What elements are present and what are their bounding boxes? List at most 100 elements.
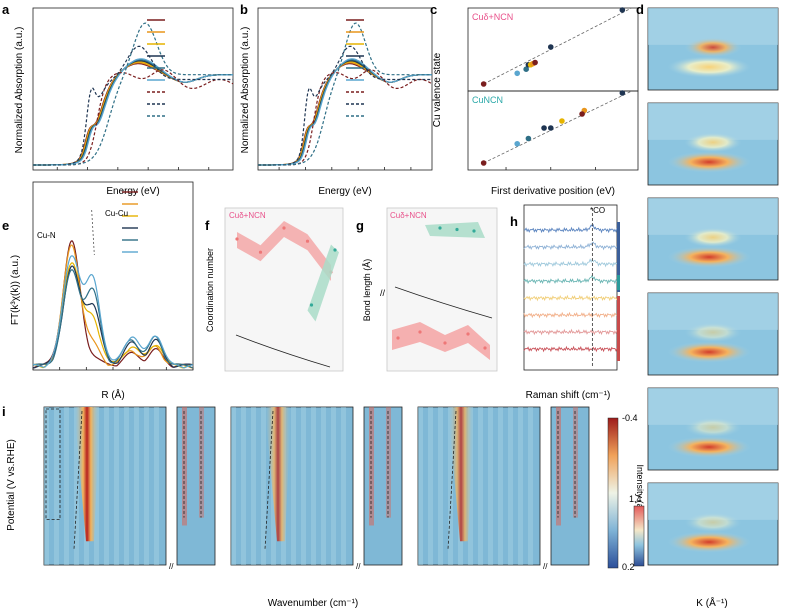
- ir-map: //: [417, 406, 590, 571]
- data-point: [282, 226, 286, 230]
- ylabel-c: Cu valence state: [432, 52, 443, 127]
- panel-b: b Normalized Absorption (a.u.) Energy (e…: [240, 2, 433, 197]
- band: [311, 407, 316, 565]
- cucu-spot: [684, 322, 742, 343]
- spectrum-line: [523, 311, 618, 319]
- bondlength-plot-g: //: [380, 222, 493, 360]
- xticks-b: [278, 167, 412, 170]
- xlabel-b: Energy (eV): [318, 186, 371, 197]
- cn-box: [45, 408, 61, 520]
- colorbar-max-d: 1.4: [629, 494, 642, 504]
- data-point: [466, 332, 470, 336]
- series-line: [258, 58, 432, 166]
- exafs-curves-e: [32, 209, 194, 369]
- series-line: [33, 58, 233, 166]
- series-line: [33, 59, 233, 166]
- cun-spot: [667, 436, 751, 458]
- panel-i: i Potential (V vs.RHE) Wavenumber (cm⁻¹)…: [2, 404, 645, 609]
- band: [64, 407, 69, 565]
- xlabel-h: Raman shift (cm⁻¹): [526, 390, 611, 401]
- panel-d: d K (Å⁻¹): [636, 2, 779, 609]
- panel-c: c Cu valence state First derivative posi…: [430, 2, 639, 197]
- scale-bar: [617, 222, 620, 292]
- series-line: [258, 62, 432, 166]
- data-point: [333, 248, 337, 252]
- coordination-plot-f: [235, 221, 339, 368]
- panel-g: g Bond length (Å) Cuδ+NCN //: [356, 207, 498, 372]
- co-ridge: [448, 407, 474, 542]
- axis-break: //: [543, 562, 548, 571]
- data-point: [305, 239, 310, 243]
- band: [134, 407, 139, 565]
- co-ridge: [74, 407, 100, 542]
- data-point: [532, 59, 538, 66]
- band: [518, 407, 523, 565]
- data-point: [547, 125, 554, 131]
- band-ocoo: [182, 407, 187, 526]
- wavelet-map: [647, 387, 779, 471]
- spectrum-line: [523, 274, 618, 285]
- ir-maps-i: // // //: [43, 406, 590, 571]
- band: [241, 407, 246, 565]
- cucu-spot: [684, 512, 742, 533]
- panel-a: a Normalized Absorption (a.u.) Energy (e…: [2, 2, 234, 197]
- series-line: [33, 62, 233, 166]
- series-line: [32, 255, 194, 369]
- ir-map: //: [230, 406, 403, 571]
- band: [251, 407, 256, 565]
- wavelet-map: [647, 197, 779, 281]
- ylabel-a: Normalized Absorption (a.u.): [14, 27, 25, 154]
- band: [94, 407, 99, 565]
- data-point: [396, 336, 400, 340]
- band-cooh: [573, 407, 578, 518]
- data-point: [309, 303, 314, 307]
- wavelet-map: [647, 292, 779, 376]
- data-point: [547, 44, 554, 50]
- xanes-curves-b: [258, 22, 433, 166]
- data-point: [480, 160, 487, 166]
- series-line: [33, 62, 233, 166]
- band: [301, 407, 306, 565]
- cucu-band: [425, 222, 485, 238]
- band: [448, 407, 453, 565]
- ir-map: //: [43, 406, 216, 571]
- band: [341, 407, 346, 565]
- arrow-line: [91, 209, 95, 256]
- spectrum-line: [523, 223, 618, 234]
- cucu-band: [307, 244, 339, 322]
- band: [428, 407, 433, 565]
- axis-break: //: [380, 288, 386, 298]
- series-line: [32, 262, 194, 369]
- map-frame: [230, 406, 354, 566]
- band: [74, 407, 79, 565]
- data-point: [480, 81, 487, 87]
- data-point: [579, 111, 585, 117]
- wavelet-map: [647, 7, 779, 91]
- xticks-a: [56, 167, 210, 170]
- data-point: [514, 140, 521, 147]
- title-f: Cuδ+NCN: [229, 211, 266, 220]
- data-point: [541, 125, 547, 131]
- xanes-curves-a: [33, 22, 234, 166]
- spectrum-line: [523, 345, 618, 353]
- plot-frame-b: [257, 7, 433, 171]
- scatter-c-top: [480, 7, 626, 87]
- data-point: [443, 341, 447, 345]
- wavelet-maps-d: [647, 7, 779, 566]
- panel-letter-e: e: [2, 218, 9, 233]
- panel-letter-d: d: [636, 2, 644, 17]
- cun-spot: [667, 151, 751, 173]
- panel-f: f Coordination number Cuδ+NCN: [205, 207, 344, 372]
- cucu-spot: [684, 37, 742, 58]
- cun-band: [392, 322, 490, 360]
- band-ocoo: [556, 407, 561, 526]
- reference-line: [33, 22, 233, 166]
- series-line: [32, 265, 194, 369]
- title-g: Cuδ+NCN: [390, 211, 427, 220]
- data-point: [483, 346, 487, 350]
- band-cooh: [199, 407, 204, 518]
- spectrum-line: [523, 328, 618, 336]
- map-frame: [417, 406, 541, 566]
- map-frame: [550, 406, 590, 566]
- reference-line: [258, 22, 432, 166]
